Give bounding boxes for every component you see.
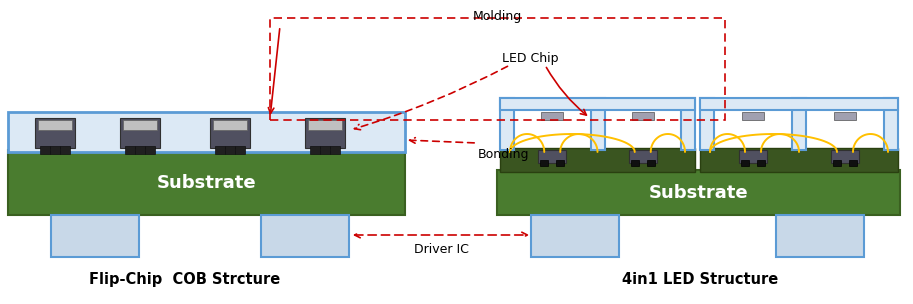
Bar xyxy=(849,160,857,166)
Bar xyxy=(310,146,320,154)
Bar xyxy=(145,146,155,154)
Bar xyxy=(213,120,247,130)
Bar xyxy=(215,146,225,154)
Bar xyxy=(700,98,714,150)
Bar xyxy=(210,118,250,148)
Bar xyxy=(497,170,900,215)
Bar xyxy=(270,18,725,120)
Bar xyxy=(700,98,898,110)
Bar xyxy=(556,160,564,166)
Text: Molding: Molding xyxy=(473,10,522,23)
Bar xyxy=(884,98,898,150)
Bar xyxy=(40,146,50,154)
Bar xyxy=(38,120,72,130)
Bar xyxy=(500,148,695,172)
Bar xyxy=(631,160,639,166)
Bar xyxy=(831,150,859,163)
Bar xyxy=(60,146,70,154)
Bar xyxy=(500,98,695,110)
Bar xyxy=(261,215,349,257)
Text: Bonding: Bonding xyxy=(478,148,530,161)
Text: 4in1 LED Structure: 4in1 LED Structure xyxy=(622,272,778,287)
Bar xyxy=(51,215,139,257)
Bar xyxy=(742,112,764,120)
Text: LED Chip: LED Chip xyxy=(502,52,558,65)
Bar xyxy=(591,98,604,150)
Bar xyxy=(235,146,245,154)
Text: Flip-Chip  COB Strcture: Flip-Chip COB Strcture xyxy=(89,272,280,287)
Bar xyxy=(632,112,654,120)
Bar xyxy=(320,146,330,154)
Text: Substrate: Substrate xyxy=(649,184,749,202)
Bar xyxy=(757,160,765,166)
Bar xyxy=(700,148,898,172)
Bar xyxy=(8,112,405,152)
Bar xyxy=(646,160,655,166)
Bar xyxy=(8,150,405,215)
Bar xyxy=(539,150,566,163)
Bar xyxy=(540,160,548,166)
Bar xyxy=(123,120,157,130)
Text: Driver IC: Driver IC xyxy=(414,243,468,256)
Bar xyxy=(120,118,160,148)
Bar xyxy=(776,215,864,257)
Bar xyxy=(531,215,619,257)
Bar xyxy=(125,146,135,154)
Bar xyxy=(500,98,514,150)
Bar xyxy=(305,118,345,148)
Bar xyxy=(135,146,145,154)
Bar xyxy=(225,146,235,154)
Text: Substrate: Substrate xyxy=(157,174,257,192)
Bar xyxy=(681,98,695,150)
Bar xyxy=(308,120,342,130)
Bar xyxy=(541,112,563,120)
Bar xyxy=(35,118,75,148)
Bar xyxy=(330,146,340,154)
Bar xyxy=(741,160,749,166)
Bar xyxy=(834,112,856,120)
Bar xyxy=(629,150,656,163)
Bar xyxy=(739,150,767,163)
Bar xyxy=(50,146,60,154)
Bar xyxy=(833,160,841,166)
Bar xyxy=(792,98,806,150)
